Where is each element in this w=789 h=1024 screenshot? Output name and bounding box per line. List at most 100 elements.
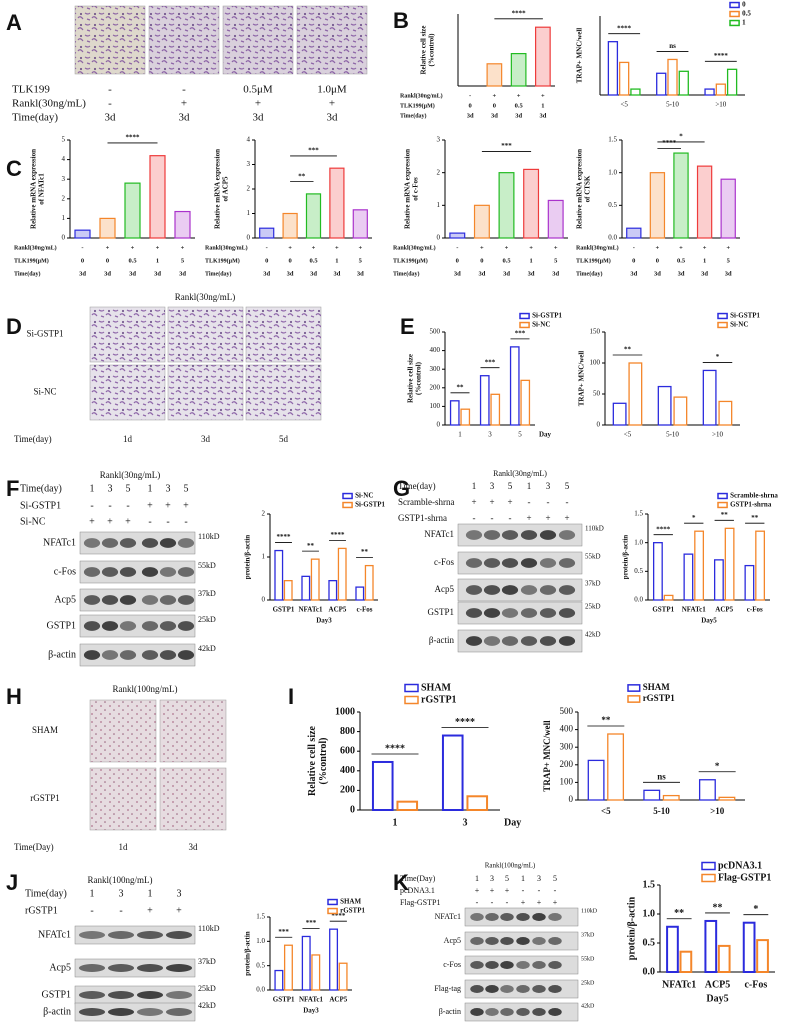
x-tick-label: >10 [712,431,723,439]
protein-label: β-actin [48,649,76,660]
table-label: Time(day) [205,270,232,277]
y-tick-label: 300 [430,365,441,373]
time-value: 5d [279,434,289,444]
y-axis-label: Relative cell size [307,725,318,796]
table-cell: 0 [106,257,109,264]
bar [523,168,540,239]
bar [473,204,490,239]
legend-label: rGSTP1 [643,693,676,703]
row-cell: - [108,84,112,96]
row-cell: - [473,513,476,523]
blot-band [483,558,501,568]
table-cell: 0.5 [502,257,511,264]
protein-label: GSTP1 [427,607,454,617]
row-cell: 3 [177,888,182,899]
table-cell: 3d [179,270,186,277]
size-label: 42kD [581,1003,595,1009]
row-cell: - [166,516,169,527]
y-tick-label: 0 [350,804,355,815]
y-tick-label: 400 [340,765,355,776]
y-axis-label: of ACP5 [222,176,230,202]
bar [498,172,515,239]
bar [301,575,311,601]
table-cell: + [131,244,135,251]
protein-label: Acp5 [444,936,461,945]
y-tick-label: 100 [590,359,601,367]
row-label: Time(day) [20,483,62,494]
blot-band [520,608,538,618]
blot-band [141,567,159,577]
bar [396,800,419,811]
blot-band [107,931,135,939]
y-tick-label: 2 [247,185,251,193]
blot-band [539,636,557,646]
blot-band [159,567,177,577]
row-cell: 1 [148,483,153,494]
significance-label: *** [485,358,496,366]
legend-swatch [404,683,419,693]
table-cell: + [480,244,484,251]
y-tick-label: 500 [430,328,441,336]
row-cell: 1.0μM [317,84,347,96]
table-label: TLK199(μM) [205,257,240,264]
bar [352,209,368,239]
legend-swatch [701,873,716,883]
table-cell: + [106,244,110,251]
row-cell: 0.5μM [243,84,273,96]
y-axis-label: protein/β-actin [244,535,252,579]
blot-band [501,585,519,595]
x-tick-label: 3 [488,431,492,439]
table-cell: 0.5 [309,257,318,264]
significance-label: ** [298,172,306,180]
y-tick-label: 0.0 [256,986,265,994]
y-tick-label: 500 [560,706,574,716]
blot-band [539,585,557,595]
row-cell: + [475,886,480,895]
table-cell: 5 [554,257,558,264]
table-cell: 3d [287,270,294,277]
bar [479,375,490,426]
panel-letter: D [6,314,22,339]
protein-label: β-actin [429,635,455,645]
legend-label: rGSTP1 [340,907,365,915]
blot-band [558,636,576,646]
protein-label: Acp5 [435,584,455,594]
y-axis-label: Relative mRNA expression [576,149,584,229]
blot-band [516,961,530,969]
blot-band [500,1008,514,1016]
row-cell: 3 [166,483,171,494]
y-tick-label: 800 [340,726,355,737]
row-cell: + [181,98,187,110]
row-cell: + [505,886,510,895]
table-cell: + [541,92,545,99]
row-label: Time(day) [25,888,67,899]
bar [694,530,705,601]
x-tick-label: 5 [518,431,522,439]
blot-band [500,961,514,969]
row-cell: - [491,513,494,523]
legend-swatch [342,501,353,509]
blot-band [520,530,538,540]
blot-band [141,621,159,631]
significance-label: ** [457,383,465,391]
row-label: Si-NC [33,387,56,397]
blot-band [516,937,530,945]
row-label: pcDNA3.1 [400,886,435,895]
y-tick-label: 0 [262,596,266,604]
blot-band [548,913,562,921]
legend-swatch [717,501,728,509]
bar [726,68,738,96]
blot-band [516,913,530,921]
bar [678,70,689,96]
y-tick-label: 3 [62,175,66,183]
panel-title: Rankl(30ng/mL) [175,292,236,302]
blot-band [465,636,483,646]
legend-label: Flag-GSTP1 [718,872,771,883]
row-cell: + [176,905,182,916]
legend-label: 1 [742,19,746,27]
x-tick-label: 5-10 [666,101,679,109]
table-cell: 0 [288,257,291,264]
bar [673,396,688,426]
bar [628,362,643,426]
blot-band [465,608,483,618]
